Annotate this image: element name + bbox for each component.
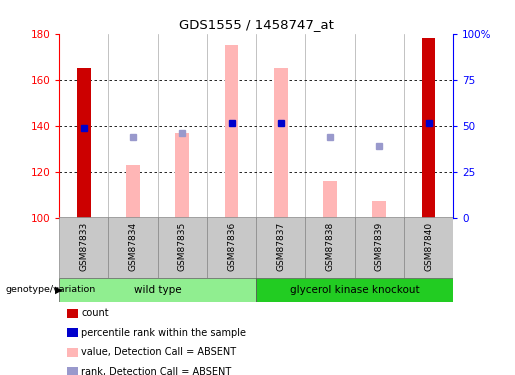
Bar [59, 278, 256, 302]
Text: percentile rank within the sample: percentile rank within the sample [81, 328, 246, 338]
Bar [355, 217, 404, 278]
Bar [126, 165, 140, 218]
Text: count: count [81, 308, 109, 318]
Bar [372, 201, 386, 217]
Text: GSM87839: GSM87839 [375, 222, 384, 271]
Bar [256, 217, 305, 278]
Bar [274, 68, 288, 218]
Bar [207, 217, 256, 278]
Text: glycerol kinase knockout: glycerol kinase knockout [290, 285, 420, 295]
Text: GSM87834: GSM87834 [129, 222, 138, 271]
Bar [256, 278, 453, 302]
Text: value, Detection Call = ABSENT: value, Detection Call = ABSENT [81, 347, 236, 357]
Bar [323, 181, 337, 218]
Bar [176, 132, 189, 218]
Bar [422, 38, 436, 218]
Title: GDS1555 / 1458747_at: GDS1555 / 1458747_at [179, 18, 334, 31]
Text: GSM87837: GSM87837 [277, 222, 285, 271]
Text: GSM87836: GSM87836 [227, 222, 236, 271]
Text: GSM87833: GSM87833 [79, 222, 89, 271]
Bar [225, 45, 238, 218]
Bar [109, 217, 158, 278]
Text: GSM87838: GSM87838 [325, 222, 335, 271]
Bar [404, 217, 453, 278]
Text: GSM87840: GSM87840 [424, 222, 433, 271]
Text: rank, Detection Call = ABSENT: rank, Detection Call = ABSENT [81, 367, 232, 375]
Bar [77, 68, 91, 218]
Bar [305, 217, 355, 278]
Text: GSM87835: GSM87835 [178, 222, 187, 271]
Text: wild type: wild type [134, 285, 181, 295]
Bar [59, 217, 109, 278]
Text: genotype/variation: genotype/variation [5, 285, 95, 294]
Text: ▶: ▶ [55, 285, 63, 295]
Bar [158, 217, 207, 278]
